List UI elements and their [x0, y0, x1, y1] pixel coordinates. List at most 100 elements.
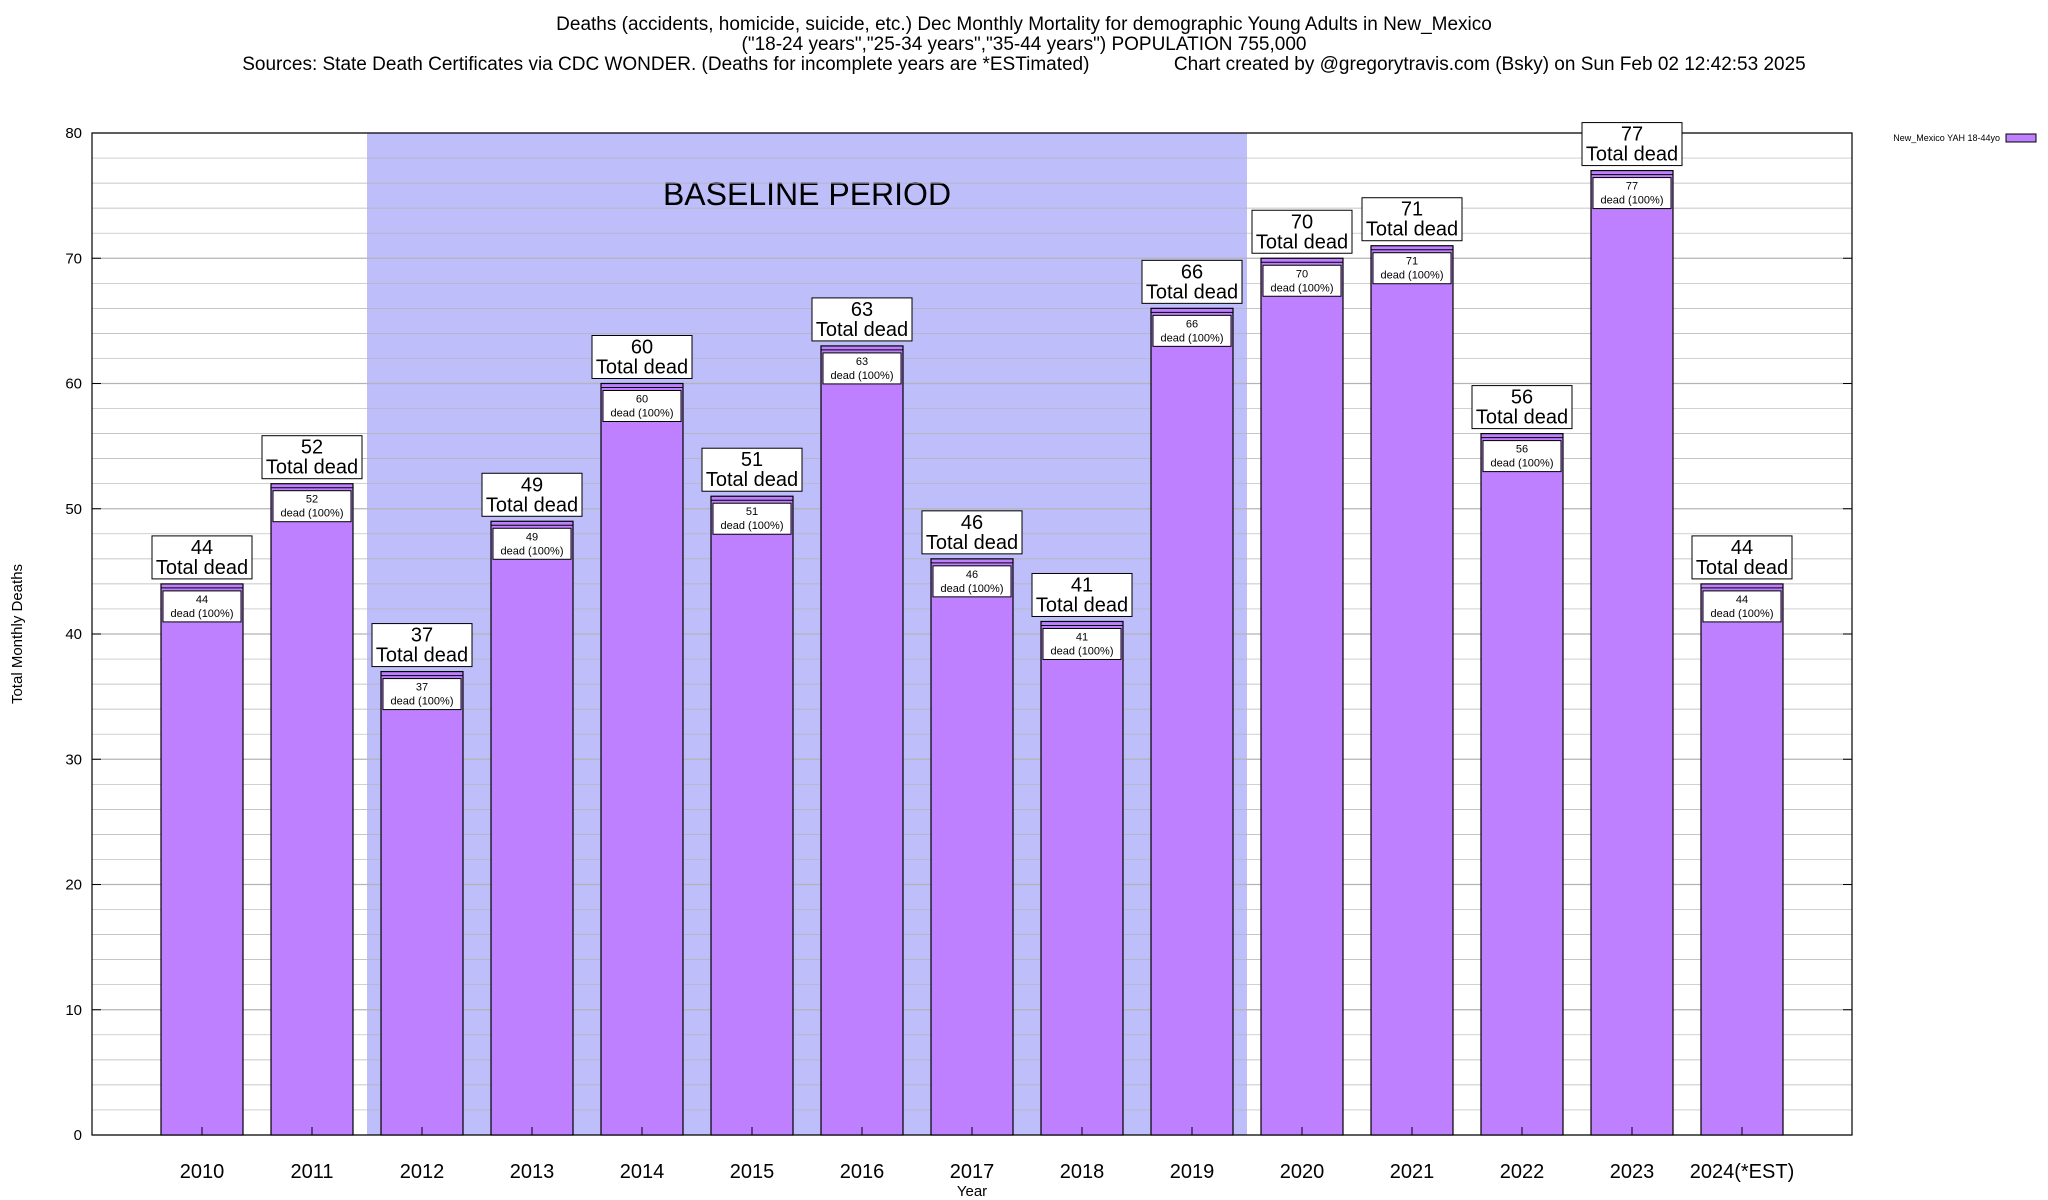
- top-label-box: [481, 472, 583, 517]
- top-label-box: [1031, 572, 1133, 617]
- bar: [270, 483, 354, 1136]
- y-tick-label: 10: [65, 1002, 82, 1019]
- x-tick-label: 2015: [730, 1161, 775, 1183]
- bar: [930, 558, 1014, 1136]
- top-value-label: 71: [1401, 199, 1423, 221]
- top-value-label: 77: [1621, 124, 1643, 146]
- inner-label-box: [1042, 627, 1122, 660]
- inner-label-box: [272, 490, 352, 523]
- inner-label-box: [1482, 440, 1562, 473]
- inner-label-box: [162, 590, 242, 623]
- top-total-label: Total dead: [1256, 231, 1348, 253]
- x-tick-label: 2010: [180, 1161, 225, 1183]
- x-axis-title: Year: [957, 1183, 987, 1200]
- top-total-label: Total dead: [1586, 144, 1678, 166]
- baseline-period-label: BASELINE PERIOD: [663, 176, 951, 212]
- bar: [1040, 620, 1124, 1136]
- inner-dead-label: dead (100%): [1161, 332, 1224, 344]
- inner-dead-label: dead (100%): [1381, 270, 1444, 282]
- inner-dead-label: dead (100%): [1711, 608, 1774, 620]
- top-total-label: Total dead: [1036, 594, 1128, 616]
- bar: [1700, 583, 1784, 1136]
- chart-title-line-2: ("18-24 years","25-34 years","35-44 year…: [741, 34, 1307, 55]
- top-total-label: Total dead: [156, 557, 248, 579]
- inner-value-label: 71: [1406, 256, 1418, 268]
- inner-dead-label: dead (100%): [611, 408, 674, 420]
- bar: [1260, 257, 1344, 1136]
- y-tick-label: 20: [65, 877, 82, 894]
- inner-value-label: 44: [1736, 594, 1748, 606]
- inner-value-label: 52: [306, 494, 318, 506]
- top-total-label: Total dead: [1366, 219, 1458, 241]
- y-tick-label: 50: [65, 501, 82, 518]
- chart-title-line-1: Deaths (accidents, homicide, suicide, et…: [556, 14, 1492, 35]
- bar: [710, 495, 794, 1136]
- top-total-label: Total dead: [596, 357, 688, 379]
- top-value-label: 46: [961, 512, 983, 534]
- inner-value-label: 49: [526, 531, 538, 543]
- top-label-box: [591, 335, 693, 379]
- inner-value-label: 63: [856, 356, 868, 368]
- inner-dead-label: dead (100%): [171, 608, 234, 620]
- top-label-box: [1581, 122, 1683, 167]
- inner-dead-label: dead (100%): [1051, 645, 1114, 657]
- inner-value-label: 60: [636, 394, 648, 406]
- top-value-label: 41: [1071, 574, 1093, 596]
- bar: [820, 345, 904, 1136]
- inner-label-box: [492, 527, 572, 560]
- inner-value-label: 51: [746, 506, 758, 518]
- top-value-label: 37: [411, 625, 433, 647]
- x-tick-label: 2016: [840, 1161, 885, 1183]
- x-tick-label: 2019: [1170, 1161, 1215, 1183]
- bar: [490, 520, 574, 1136]
- inner-label-box: [1262, 264, 1342, 297]
- top-value-label: 44: [1731, 537, 1753, 559]
- inner-value-label: 44: [196, 594, 208, 606]
- x-tick-label: 2021: [1390, 1161, 1435, 1183]
- inner-value-label: 70: [1296, 268, 1308, 280]
- top-total-label: Total dead: [926, 532, 1018, 554]
- legend-label: New_Mexico YAH 18-44yo: [1893, 133, 2000, 143]
- inner-dead-label: dead (100%): [831, 370, 894, 382]
- inner-label-box: [1592, 177, 1672, 210]
- top-value-label: 49: [521, 474, 543, 496]
- bar: [1370, 245, 1454, 1136]
- y-tick-label: 80: [65, 125, 82, 142]
- x-tick-label: 2013: [510, 1161, 555, 1183]
- top-total-label: Total dead: [486, 494, 578, 516]
- top-value-label: 51: [741, 449, 763, 471]
- inner-label-box: [932, 565, 1012, 598]
- inner-label-box: [602, 390, 682, 422]
- inner-value-label: 77: [1626, 181, 1638, 193]
- inner-label-box: [712, 502, 792, 535]
- inner-label-box: [382, 678, 462, 711]
- bar: [380, 670, 464, 1136]
- x-tick-label: 2018: [1060, 1161, 1105, 1183]
- bar: [600, 382, 684, 1136]
- inner-dead-label: dead (100%): [281, 508, 344, 520]
- top-label-box: [151, 535, 253, 580]
- inner-value-label: 37: [416, 682, 428, 694]
- top-label-box: [1141, 259, 1243, 304]
- bar: [1480, 433, 1564, 1136]
- inner-dead-label: dead (100%): [1601, 195, 1664, 207]
- x-tick-label: 2023: [1610, 1161, 1655, 1183]
- top-label-box: [261, 435, 363, 480]
- top-total-label: Total dead: [1696, 557, 1788, 579]
- inner-dead-label: dead (100%): [501, 545, 564, 557]
- x-tick-label: 2017: [950, 1161, 995, 1183]
- inner-dead-label: dead (100%): [1491, 458, 1554, 470]
- top-label-box: [921, 510, 1023, 555]
- inner-label-box: [1372, 252, 1452, 285]
- top-total-label: Total dead: [1476, 407, 1568, 429]
- bar: [1590, 169, 1674, 1136]
- inner-value-label: 56: [1516, 444, 1528, 456]
- legend-swatch: [2005, 133, 2037, 143]
- top-total-label: Total dead: [706, 469, 798, 491]
- top-value-label: 56: [1511, 387, 1533, 409]
- y-tick-label: 30: [65, 751, 82, 768]
- y-tick-label: 70: [65, 250, 82, 267]
- top-label-box: [811, 297, 913, 342]
- top-label-box: [1471, 385, 1573, 430]
